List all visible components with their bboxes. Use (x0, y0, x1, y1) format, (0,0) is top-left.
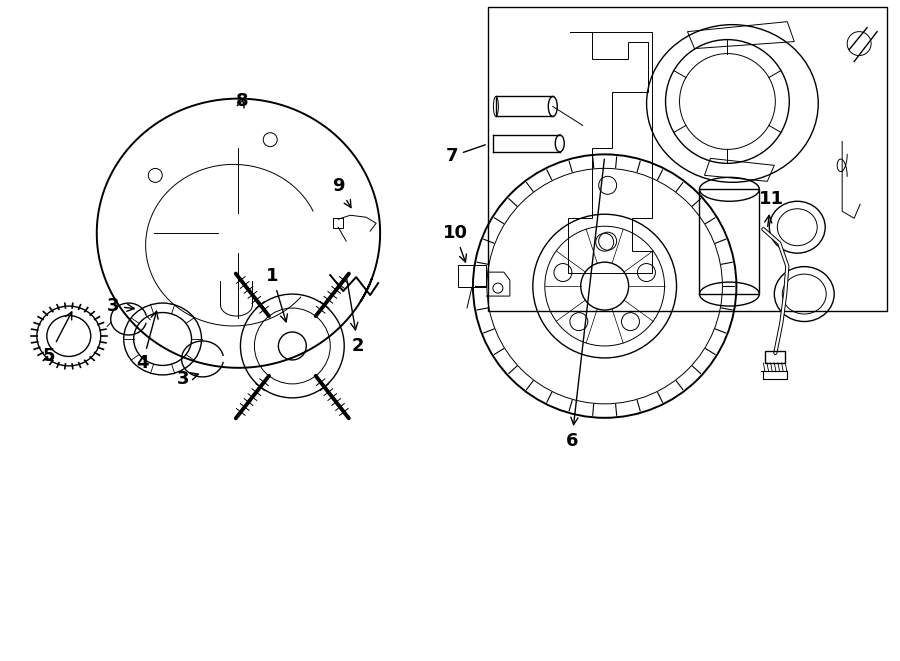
Bar (458, 265, 486, 287)
Text: 6: 6 (565, 159, 605, 449)
Text: 3: 3 (176, 370, 198, 388)
Text: 7: 7 (446, 145, 485, 165)
Bar (333, 218, 343, 228)
Bar (765, 351, 786, 363)
Text: 4: 4 (137, 311, 158, 372)
Text: 10: 10 (443, 224, 467, 262)
Bar (699, 189, 760, 294)
Text: 3: 3 (106, 297, 134, 315)
Text: 9: 9 (332, 177, 351, 208)
Text: 8: 8 (236, 93, 248, 110)
Text: 5: 5 (42, 312, 72, 365)
Text: 11: 11 (759, 190, 784, 227)
Bar (488, 7, 887, 311)
Text: 2: 2 (346, 280, 364, 355)
Text: 1: 1 (266, 267, 287, 322)
